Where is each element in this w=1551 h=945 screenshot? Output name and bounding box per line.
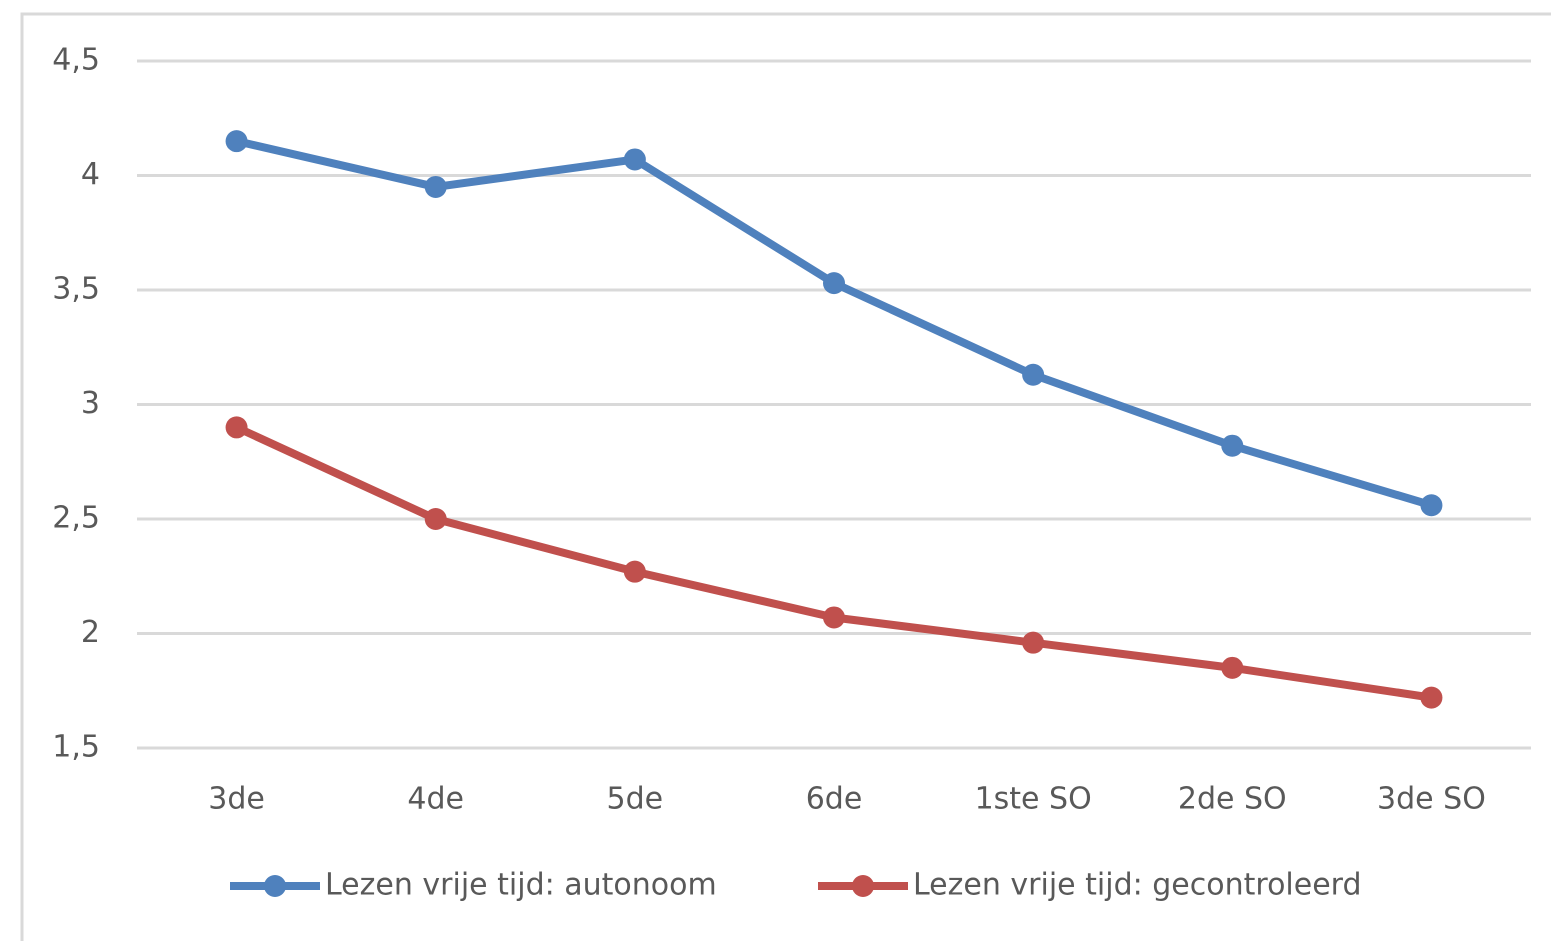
legend-label: Lezen vrije tijd: autonoom bbox=[325, 868, 717, 903]
legend-label: Lezen vrije tijd: gecontroleerd bbox=[913, 868, 1362, 903]
x-tick-label: 3de bbox=[208, 782, 265, 817]
data-point bbox=[1420, 494, 1443, 517]
data-point bbox=[424, 175, 447, 198]
data-point bbox=[823, 272, 845, 295]
x-tick-label: 2de SO bbox=[1178, 782, 1287, 817]
y-tick-label: 1,5 bbox=[52, 730, 100, 765]
x-tick-label: 5de bbox=[607, 782, 664, 817]
series-line bbox=[234, 423, 1433, 702]
chart-frame bbox=[20, 12, 1551, 941]
data-point bbox=[623, 148, 646, 171]
y-tick-label: 4 bbox=[81, 157, 100, 192]
y-tick-label: 3 bbox=[81, 386, 100, 421]
data-point bbox=[823, 606, 845, 629]
data-point bbox=[1022, 363, 1045, 386]
y-tick-label: 4,5 bbox=[52, 43, 100, 78]
x-tick-label: 6de bbox=[806, 782, 863, 817]
data-point bbox=[1420, 686, 1443, 709]
x-tick-label: 4de bbox=[407, 782, 464, 817]
legend-marker bbox=[264, 875, 286, 897]
y-tick-label: 2,5 bbox=[52, 501, 100, 536]
data-point bbox=[225, 130, 248, 153]
x-tick-label: 3de SO bbox=[1377, 782, 1486, 817]
data-point bbox=[623, 560, 646, 583]
series-line bbox=[235, 137, 1433, 510]
data-point bbox=[1221, 434, 1244, 457]
y-tick-label: 2 bbox=[81, 615, 100, 650]
data-point bbox=[1022, 631, 1045, 654]
data-point bbox=[225, 416, 248, 439]
y-tick-label: 3,5 bbox=[52, 272, 100, 307]
data-point bbox=[424, 508, 447, 530]
data-point bbox=[1221, 656, 1244, 679]
legend-marker bbox=[852, 875, 874, 897]
x-tick-label: 1ste SO bbox=[975, 782, 1092, 817]
